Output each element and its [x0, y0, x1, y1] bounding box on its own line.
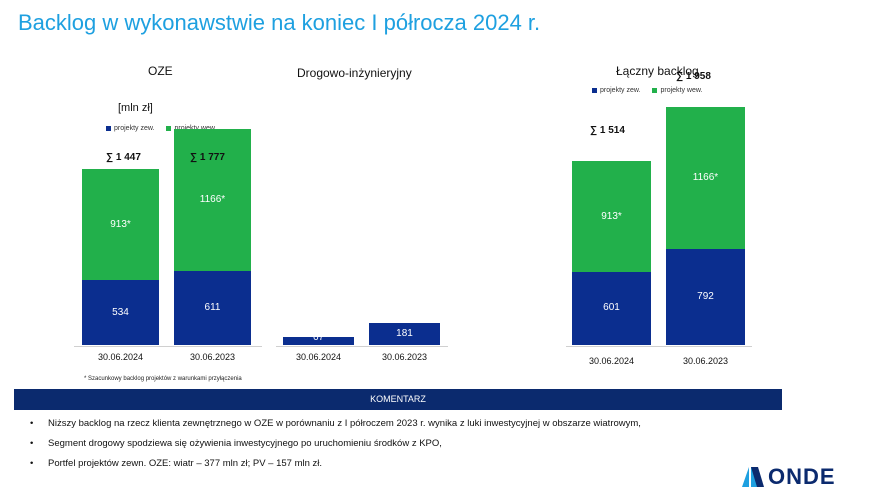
bar-segment-external — [369, 323, 440, 345]
bar-30.06.2023: 181 — [369, 323, 440, 345]
logo-mark-icon — [742, 467, 764, 487]
data-label: 67 — [312, 331, 325, 343]
legend-swatch-internal — [166, 126, 172, 131]
bar-30.06.2024: 534 913* — [82, 169, 159, 345]
data-label: 534 — [112, 306, 129, 318]
legend-swatch-internal — [652, 88, 658, 93]
total-label: ∑ 1 958 — [676, 71, 711, 83]
list-item: • Portfel projektów zewn. OZE: wiatr – 37… — [30, 458, 323, 469]
bar-segment-external — [283, 336, 354, 345]
data-label: 1166* — [692, 171, 719, 183]
comment-text: Segment drogowy spodziewa się ożywienia … — [48, 438, 442, 449]
total-label: ∑ 1 514 — [590, 125, 625, 137]
bar-30.06.2024: 67 — [283, 332, 354, 345]
bar-segment-external — [82, 280, 159, 345]
bar-segment-external — [666, 248, 745, 345]
data-label: 601 — [603, 302, 620, 314]
comment-text: Portfel projektów zewn. OZE: wiatr – 377… — [48, 458, 323, 469]
bar-30.06.2023: 792 1166* — [666, 107, 745, 345]
data-label: 913* — [110, 218, 131, 230]
x-axis-line — [74, 346, 262, 347]
x-axis-line — [566, 346, 752, 347]
list-item: • Segment drogowy spodziewa się ożywienia… — [30, 438, 442, 449]
bar-segment-external — [572, 271, 651, 345]
legend-label-internal: projekty wew. — [660, 87, 703, 94]
legend-swatch-external — [592, 88, 597, 93]
comment-text: Niższy backlog na rzecz klienta zewnętrz… — [48, 418, 641, 429]
legend-laczny: projekty zew. projekty wew. — [592, 87, 703, 94]
legend-label-external: projekty zew. — [600, 87, 641, 94]
logo-text: ONDE — [768, 464, 836, 489]
data-label: 1166* — [199, 193, 226, 205]
x-tick-label: 30.06.2023 — [682, 356, 729, 366]
bar-segment-internal — [572, 161, 651, 272]
data-label: 792 — [697, 290, 714, 302]
unit-label: [mln zł] — [118, 102, 153, 114]
x-tick-label: 30.06.2024 — [588, 356, 635, 366]
bar-segment-internal — [666, 107, 745, 249]
bar-30.06.2024: 601 913* — [572, 161, 651, 345]
footnote: * Szacunkowy backlog projektów z warunka… — [84, 376, 242, 382]
x-tick-label: 30.06.2024 — [97, 352, 144, 362]
chart-title-laczny: Łączny backlog — [616, 64, 699, 78]
x-tick-label: 30.06.2024 — [295, 352, 342, 362]
comment-header: KOMENTARZ — [14, 389, 782, 410]
bar-segment-internal — [174, 129, 251, 271]
list-item: • Niższy backlog na rzecz klienta zewnętr… — [30, 418, 641, 429]
x-tick-label: 30.06.2023 — [189, 352, 236, 362]
data-label: 181 — [396, 328, 413, 339]
x-axis-line — [276, 346, 448, 347]
bar-30.06.2023: 611 1166* — [174, 129, 251, 345]
legend-swatch-external — [106, 126, 111, 131]
legend-label-external: projekty zew. — [114, 125, 155, 132]
total-label: ∑ 1 777 — [190, 152, 225, 163]
comment-list: • Niższy backlog na rzecz klienta zewnętr… — [30, 418, 641, 478]
total-label: ∑ 1 447 — [106, 152, 141, 163]
page-title: Backlog w wykonawstwie na koniec I półro… — [18, 10, 541, 35]
legend-oze: projekty zew. projekty wew. — [106, 125, 217, 132]
bar-segment-internal — [82, 169, 159, 281]
chart-title-oze: OZE — [148, 64, 173, 78]
bar-segment-external — [174, 270, 251, 345]
chart-title-drogowy: Drogowo-inżynieryjny — [297, 66, 412, 80]
data-label: 611 — [204, 301, 221, 313]
x-tick-label: 30.06.2023 — [381, 352, 428, 362]
company-logo: ONDE — [742, 466, 836, 488]
data-label: 913* — [601, 210, 622, 222]
legend-label-internal: projekty wew. — [174, 125, 216, 132]
